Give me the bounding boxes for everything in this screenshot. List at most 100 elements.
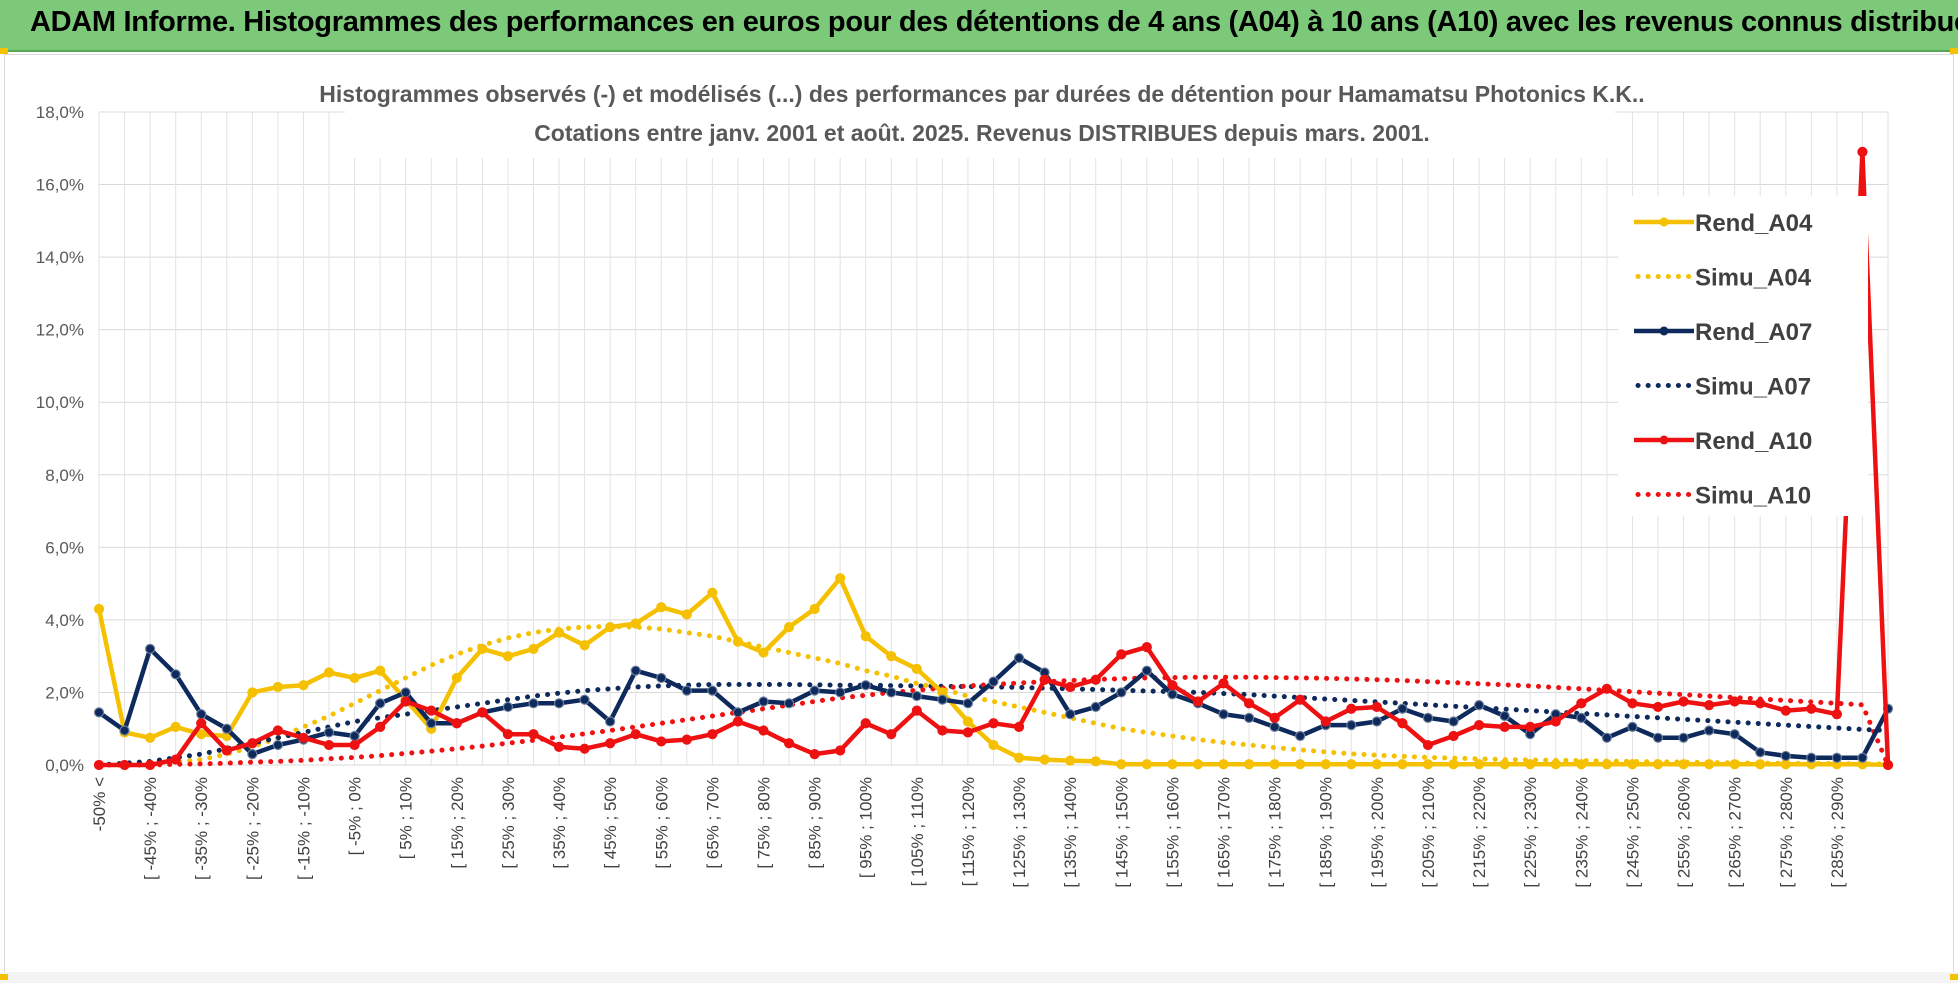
data-point	[758, 725, 769, 736]
data-point	[1678, 759, 1689, 770]
y-tick-label: 12,0%	[36, 321, 84, 340]
data-point	[886, 687, 897, 698]
x-tick-label: [ -15% ; -10%	[294, 777, 313, 880]
data-point	[656, 672, 667, 684]
data-point	[1218, 678, 1229, 689]
data-point	[1729, 696, 1740, 707]
data-point	[170, 754, 181, 765]
data-point	[502, 701, 514, 713]
data-point	[630, 665, 641, 676]
data-point	[375, 665, 386, 676]
data-point	[1141, 665, 1152, 676]
x-tick-label: [ 225% ; 230%	[1521, 777, 1540, 888]
data-point	[1039, 674, 1050, 685]
data-point	[553, 627, 565, 638]
data-point	[1857, 752, 1868, 763]
data-point	[1065, 709, 1076, 720]
data-point	[221, 745, 232, 756]
data-point	[1065, 681, 1076, 693]
data-point	[1422, 712, 1434, 723]
legend-label: Simu_A07	[1695, 374, 1811, 401]
data-point	[707, 587, 718, 598]
x-tick-label: [ 15% ; 20%	[448, 777, 467, 869]
data-point	[1090, 674, 1101, 685]
data-point	[1473, 719, 1485, 731]
data-point	[1703, 700, 1715, 711]
data-point	[1652, 732, 1664, 743]
data-point	[196, 709, 207, 720]
x-tick-label: [ 235% ; 240%	[1572, 777, 1591, 888]
data-point	[1729, 729, 1740, 740]
data-point	[1755, 759, 1766, 770]
x-tick-label: [ 105% ; 110%	[908, 777, 927, 886]
data-point	[1703, 725, 1715, 736]
data-point	[1755, 698, 1766, 709]
x-tick-label: [ 125% ; 130%	[1010, 777, 1029, 888]
data-point	[1448, 716, 1459, 727]
data-point	[605, 622, 616, 633]
data-point	[1167, 689, 1178, 700]
data-point	[1729, 759, 1740, 770]
x-tick-label: [ 215% ; 220%	[1470, 777, 1489, 888]
data-point	[1550, 716, 1561, 727]
data-point	[221, 723, 232, 734]
data-point	[1780, 759, 1791, 770]
data-point	[732, 707, 744, 718]
series-line-simu_a04	[96, 623, 1891, 768]
data-point	[1627, 721, 1638, 733]
data-point	[1525, 759, 1536, 770]
data-point	[1499, 721, 1510, 733]
data-point	[119, 759, 130, 771]
legend-label: Simu_A04	[1695, 265, 1812, 292]
data-point	[1295, 694, 1306, 705]
data-point	[1601, 759, 1612, 770]
page-title: ADAM Informe. Histogrammes des performan…	[30, 6, 1958, 38]
data-point	[809, 603, 820, 615]
data-point	[783, 738, 795, 749]
data-point	[1116, 759, 1127, 770]
data-point	[1269, 712, 1280, 723]
data-point	[1652, 759, 1664, 770]
data-point	[119, 725, 130, 736]
data-point	[426, 718, 437, 729]
chart-subtitle: Cotations entre janv. 2001 et août. 2025…	[534, 120, 1430, 146]
data-point	[298, 732, 309, 743]
data-point	[1243, 712, 1255, 723]
data-point	[196, 718, 207, 729]
data-point	[1525, 721, 1536, 733]
data-point	[1320, 759, 1331, 770]
data-point	[93, 707, 105, 718]
data-point	[937, 694, 948, 705]
data-point	[1192, 759, 1204, 770]
x-tick-label: [ 265% ; 270%	[1726, 777, 1745, 888]
data-point	[1780, 705, 1791, 716]
data-point	[1090, 756, 1101, 767]
corner-marker	[1950, 974, 1958, 980]
data-point	[758, 696, 769, 707]
x-tick-label: [ 75% ; 80%	[754, 777, 773, 869]
x-tick-label: [ 55% ; 60%	[652, 777, 671, 869]
data-point	[1422, 759, 1434, 770]
data-point	[1039, 754, 1050, 765]
data-point	[860, 631, 871, 642]
corner-marker	[1950, 48, 1958, 54]
legend-marker	[1659, 435, 1669, 445]
data-point	[145, 759, 156, 771]
data-point	[707, 729, 718, 740]
legend: Rend_A04 Simu_A04 Rend_A07 Simu_A07 Rend_A10…	[1618, 196, 1868, 516]
data-point	[145, 732, 156, 743]
data-point	[1013, 721, 1025, 733]
data-point	[809, 685, 820, 696]
legend-background	[1618, 196, 1868, 516]
data-point	[656, 736, 667, 747]
data-point	[298, 680, 309, 691]
data-point	[630, 729, 641, 740]
data-point	[605, 738, 616, 749]
legend-label: Simu_A10	[1695, 483, 1811, 510]
x-tick-label: [ 185% ; 190%	[1317, 777, 1336, 888]
data-point	[783, 622, 795, 633]
y-axis: 0,0% 2,0% 4,0% 6,0% 8,0% 10,0% 12,0% 14,0% 16,0%…	[36, 103, 84, 775]
data-point	[1167, 759, 1178, 770]
data-point	[323, 727, 335, 738]
